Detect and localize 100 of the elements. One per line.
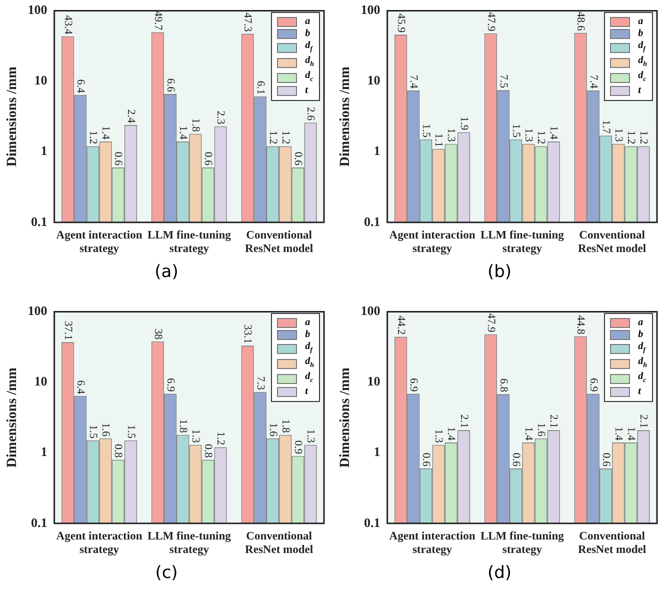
x-tick-label: Conventional ResNet model bbox=[245, 530, 314, 556]
data-label: 2.1 bbox=[458, 414, 470, 428]
y-tick-label: 0.1 bbox=[364, 214, 380, 229]
legend-label: a bbox=[305, 317, 310, 329]
y-tick-label: 1 bbox=[374, 444, 380, 460]
data-label: 6.1 bbox=[254, 80, 266, 94]
y-axis-title: Dimensions /mm bbox=[5, 367, 20, 468]
data-label: 7.3 bbox=[254, 376, 266, 390]
data-label: 43.4 bbox=[62, 15, 74, 35]
legend-label: d$_{h}$ bbox=[638, 356, 647, 371]
y-axis-title: Dimensions /mm bbox=[5, 66, 20, 167]
data-label: 48.6 bbox=[574, 12, 587, 32]
data-label: 6.9 bbox=[587, 378, 600, 392]
y-tick-label: 10 bbox=[367, 374, 380, 389]
legend-label: a bbox=[638, 317, 644, 329]
y-tick-label: 0.1 bbox=[31, 214, 48, 229]
data-label: 1.3 bbox=[445, 128, 458, 142]
x-tick-label: Agent interaction strategy bbox=[56, 530, 143, 556]
data-label: 0.6 bbox=[202, 152, 214, 166]
legend-label: b bbox=[305, 329, 310, 341]
data-label: 1.2 bbox=[279, 130, 292, 144]
data-label: 47.9 bbox=[484, 12, 497, 32]
legend-label: t bbox=[305, 85, 308, 97]
data-label: 45.9 bbox=[394, 13, 407, 34]
data-label: 1.4 bbox=[548, 126, 560, 140]
y-tick-label: 0.1 bbox=[31, 514, 48, 530]
y-tick-label: 1 bbox=[374, 143, 380, 158]
data-label: 47.3 bbox=[242, 12, 254, 32]
data-label: 1.1 bbox=[432, 133, 445, 147]
legend-label: t bbox=[638, 85, 641, 97]
x-tick-label: Agent interaction strategy bbox=[56, 229, 143, 256]
data-label: 44.8 bbox=[574, 315, 587, 335]
data-label: 1.8 bbox=[176, 419, 189, 434]
data-label: 49.7 bbox=[152, 10, 164, 31]
y-tick-label: 100 bbox=[28, 2, 48, 18]
data-label: 1.4 bbox=[522, 426, 535, 442]
data-label: 1.8 bbox=[190, 118, 202, 132]
data-label: 1.6 bbox=[535, 422, 548, 437]
data-label: 7.4 bbox=[587, 74, 600, 90]
data-label: 1.2 bbox=[266, 130, 279, 144]
x-tick-label: Conventional ResNet model bbox=[245, 229, 314, 256]
data-label: 1.2 bbox=[535, 130, 548, 144]
data-label: 6.8 bbox=[497, 378, 510, 393]
legend-label: d$_{f}$ bbox=[638, 40, 646, 55]
x-tick-label: Conventional ResNet model bbox=[578, 530, 646, 556]
x-tick-label: LLM fine-tuning strategy bbox=[147, 229, 232, 256]
data-label: 2.1 bbox=[548, 414, 560, 428]
data-label: 44.2 bbox=[394, 316, 407, 335]
legend-label: d$_{c}$ bbox=[305, 70, 314, 85]
data-label: 0.6 bbox=[292, 152, 304, 166]
data-label: 0.9 bbox=[292, 440, 304, 455]
y-tick-label: 100 bbox=[28, 303, 48, 318]
data-label: 2.3 bbox=[214, 110, 227, 125]
y-tick-label: 10 bbox=[34, 72, 48, 88]
data-label: 2.6 bbox=[304, 106, 317, 122]
data-label: 2.4 bbox=[124, 109, 137, 124]
legend-label: d$_{f}$ bbox=[305, 341, 312, 356]
legend-label: a bbox=[638, 16, 644, 28]
data-label: 1.3 bbox=[432, 429, 445, 444]
data-label: 7.5 bbox=[497, 74, 510, 89]
legend-label: d$_{c}$ bbox=[305, 371, 314, 386]
x-tick-label: LLM fine-tuning strategy bbox=[480, 229, 564, 256]
data-label: 1.4 bbox=[100, 126, 112, 140]
x-tick-label: Agent interaction strategy bbox=[389, 530, 476, 556]
data-label: 1.5 bbox=[510, 124, 522, 138]
data-label: 7.4 bbox=[407, 74, 420, 90]
data-label: 1.8 bbox=[279, 419, 292, 434]
y-axis-title: Dimensions /mm bbox=[338, 367, 354, 468]
x-tick-label: Conventional ResNet model bbox=[578, 229, 646, 256]
legend-label: d$_{h}$ bbox=[305, 55, 314, 70]
data-label: 1.2 bbox=[214, 432, 227, 446]
legend-label: d$_{c}$ bbox=[638, 371, 646, 386]
data-label: 1.6 bbox=[266, 422, 279, 437]
legend-label: d$_{f}$ bbox=[638, 341, 646, 356]
data-label: 38 bbox=[152, 328, 164, 340]
y-tick-label: 10 bbox=[367, 72, 380, 88]
data-label: 1.4 bbox=[612, 426, 624, 442]
data-label: 6.9 bbox=[407, 378, 420, 392]
data-label: 1.4 bbox=[176, 126, 189, 140]
y-tick-label: 100 bbox=[360, 303, 380, 318]
y-tick-label: 0.1 bbox=[364, 514, 380, 530]
data-label: 1.5 bbox=[124, 424, 137, 439]
data-label: 1.2 bbox=[87, 130, 100, 144]
legend-label: b bbox=[305, 28, 310, 40]
y-tick-label: 1 bbox=[40, 444, 48, 460]
data-label: 37.1 bbox=[62, 320, 74, 340]
data-label: 1.2 bbox=[625, 130, 638, 144]
data-label: 6.6 bbox=[164, 78, 176, 93]
data-label: 1.3 bbox=[612, 128, 624, 142]
data-label: 1.5 bbox=[87, 424, 100, 439]
data-label: 2.1 bbox=[638, 414, 650, 428]
data-label: 1.5 bbox=[420, 124, 432, 138]
legend-label: t bbox=[305, 386, 308, 398]
data-label: 0.8 bbox=[202, 444, 214, 458]
y-tick-label: 100 bbox=[360, 2, 380, 18]
legend-label: t bbox=[638, 386, 641, 398]
data-label: 0.6 bbox=[420, 452, 432, 468]
text: (b) bbox=[486, 262, 513, 282]
legend-label: d$_{c}$ bbox=[638, 70, 646, 85]
data-label: 1.2 bbox=[638, 130, 650, 144]
